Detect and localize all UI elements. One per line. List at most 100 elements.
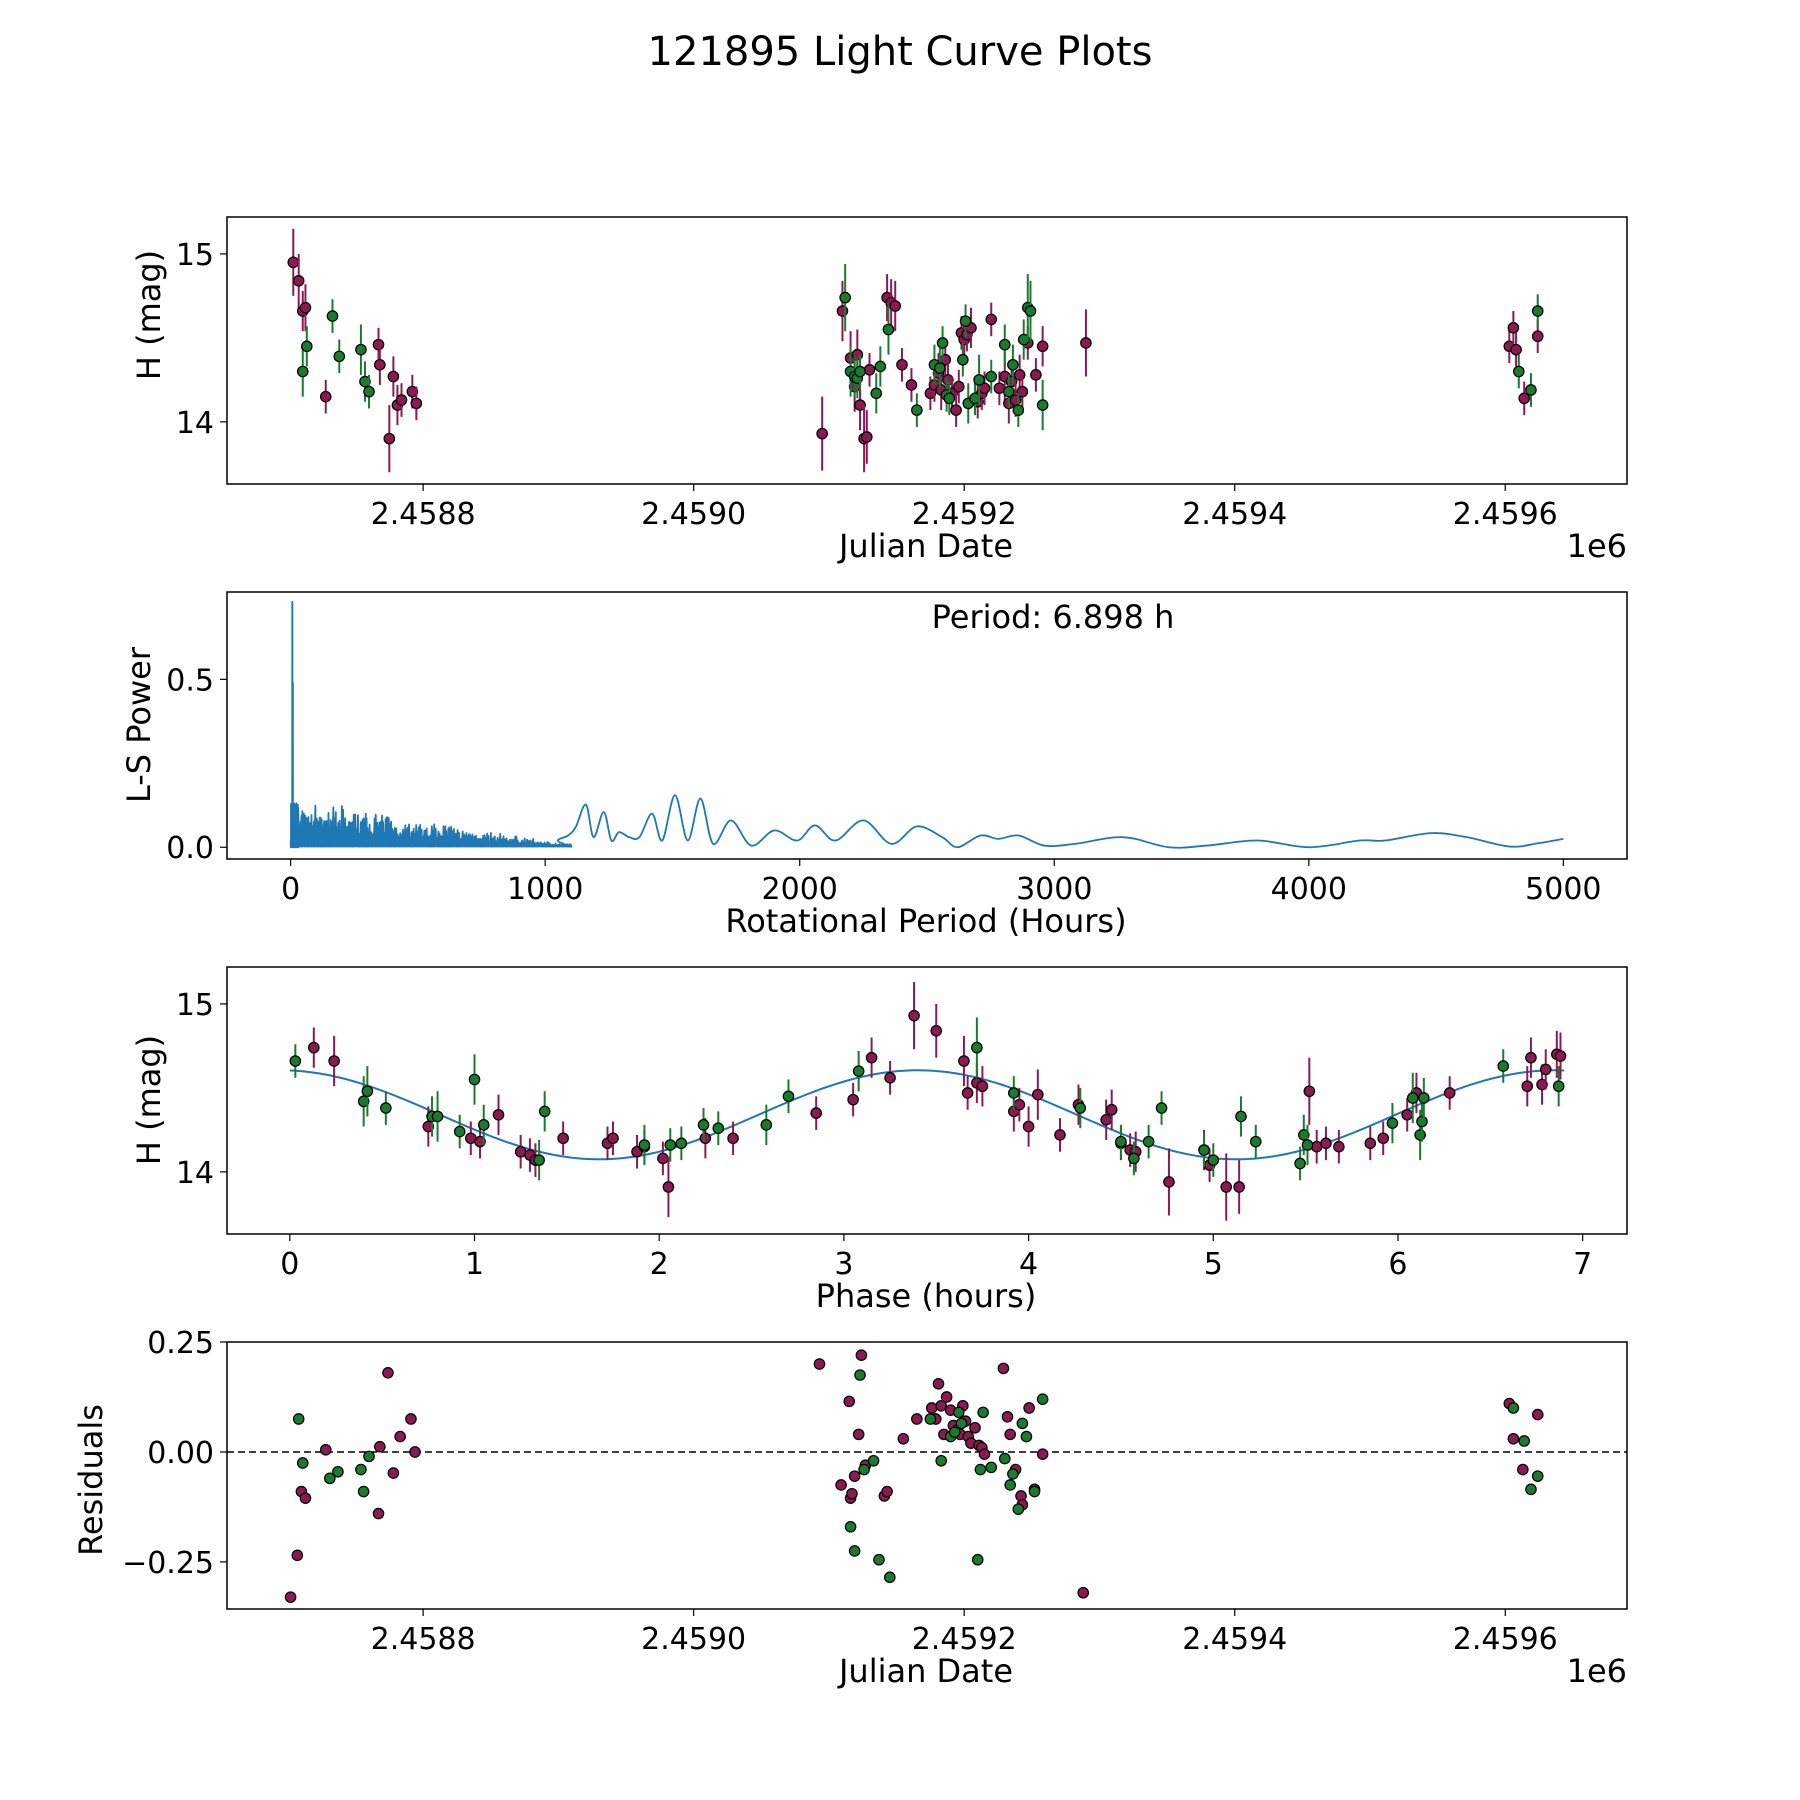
- x-tick-label: 4: [1019, 1247, 1038, 1282]
- data-point: [958, 1055, 970, 1067]
- data-point: [971, 1553, 984, 1566]
- data-point: [406, 385, 419, 398]
- data-point: [1507, 322, 1520, 334]
- data-point: [863, 364, 876, 376]
- data-point: [884, 1571, 896, 1584]
- data-point: [1235, 1110, 1247, 1123]
- data-point: [607, 1132, 619, 1145]
- data-point: [1004, 1428, 1016, 1441]
- data-point: [932, 1377, 945, 1390]
- data-point: [854, 1369, 866, 1381]
- data-point: [985, 313, 998, 326]
- data-point: [1054, 1129, 1066, 1141]
- data-point: [296, 1457, 309, 1469]
- data-point: [1414, 1129, 1426, 1141]
- x-tick-label: 2.4590: [641, 1622, 746, 1657]
- x-tick-label: 3000: [1016, 872, 1092, 907]
- data-point: [355, 1463, 367, 1476]
- data-point: [1510, 343, 1522, 356]
- data-point: [948, 1426, 961, 1438]
- data-point: [957, 353, 969, 366]
- data-point: [1028, 1485, 1041, 1498]
- x-tick-label: 2: [650, 1247, 669, 1282]
- data-point: [955, 1417, 968, 1430]
- data-point: [453, 1125, 466, 1138]
- data-point: [1518, 392, 1530, 405]
- data-point: [697, 1119, 710, 1131]
- data-point: [1163, 1176, 1175, 1188]
- data-point: [925, 1402, 938, 1414]
- data-point: [1552, 1080, 1565, 1093]
- phased-light-curve-panel: H (mag) Phase (hours) 0 1 2 3 4 5 6 7 14 15: [130, 966, 1628, 1315]
- y-tick-label: 0.0: [166, 831, 214, 866]
- periodogram-y-label: L-S Power: [120, 646, 158, 803]
- x-tick-label: 1000: [507, 872, 583, 907]
- data-point: [1364, 1137, 1377, 1150]
- data-point: [333, 350, 346, 363]
- data-point: [848, 1470, 861, 1482]
- x-tick-label: 4000: [1271, 872, 1347, 907]
- data-point: [1128, 1152, 1140, 1165]
- y-tick-label: 0.25: [147, 1326, 214, 1361]
- data-point: [1525, 1483, 1537, 1496]
- data-point: [1003, 385, 1015, 398]
- data-point: [865, 1051, 878, 1064]
- data-point: [998, 338, 1011, 351]
- data-point: [324, 1472, 336, 1485]
- light-curve-offset-label: 1e6: [1567, 527, 1627, 565]
- y-tick-label: 15: [176, 238, 214, 273]
- data-point: [332, 1465, 344, 1478]
- data-point: [361, 1085, 374, 1098]
- data-point: [844, 1520, 857, 1533]
- data-point: [961, 1087, 974, 1099]
- data-point: [969, 392, 981, 405]
- data-point: [911, 404, 923, 416]
- x-tick-label: 6: [1388, 1247, 1407, 1282]
- data-point: [405, 1413, 417, 1425]
- data-point: [477, 1119, 490, 1131]
- data-point: [1036, 399, 1049, 411]
- light-curve-y-label: H (mag): [130, 250, 168, 380]
- data-point: [810, 1107, 822, 1119]
- data-point: [1406, 1092, 1419, 1104]
- periodogram-x-label: Rotational Period (Hours): [725, 902, 1126, 940]
- data-point: [557, 1132, 569, 1145]
- data-point: [1220, 1181, 1233, 1193]
- data-point: [474, 1135, 486, 1148]
- data-point: [319, 1443, 332, 1456]
- data-point: [394, 1430, 406, 1443]
- data-point: [287, 256, 300, 269]
- data-point: [974, 1463, 987, 1476]
- data-point: [657, 1152, 669, 1165]
- data-point: [299, 1492, 312, 1504]
- periodogram-panel: L-S Power Rotational Period (Hours) Peri…: [120, 591, 1628, 940]
- data-point: [299, 301, 312, 314]
- data-point: [1007, 1468, 1019, 1480]
- data-point: [1297, 1129, 1310, 1141]
- data-point: [1032, 1088, 1044, 1101]
- data-point: [1536, 1078, 1548, 1091]
- data-point: [867, 1454, 880, 1467]
- data-point: [387, 370, 400, 383]
- data-point: [936, 337, 949, 349]
- data-point: [1531, 305, 1544, 317]
- data-point: [934, 362, 946, 374]
- data-point: [905, 379, 918, 391]
- data-point: [993, 382, 1006, 395]
- phased-x-label: Phase (hours): [816, 1277, 1037, 1315]
- data-point: [1518, 1435, 1530, 1447]
- data-point: [952, 1406, 965, 1419]
- data-point: [301, 340, 313, 353]
- data-point: [1004, 1479, 1016, 1491]
- data-point: [930, 1025, 943, 1037]
- data-point: [782, 1090, 795, 1103]
- data-point: [308, 1041, 320, 1054]
- data-point: [1001, 1410, 1014, 1423]
- data-point: [292, 1413, 305, 1425]
- data-point: [1525, 1051, 1537, 1064]
- x-tick-label: 3: [834, 1247, 853, 1282]
- data-point: [380, 1102, 392, 1114]
- residuals-panel: Residuals Julian Date 1e6 2.4588 2.4590 2.…: [72, 1326, 1628, 1690]
- data-point: [889, 300, 902, 312]
